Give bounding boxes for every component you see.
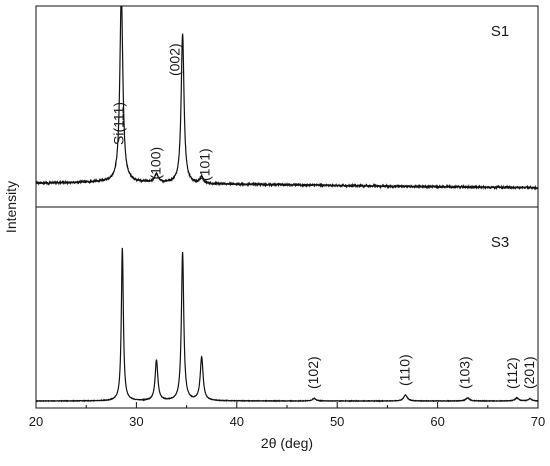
x-tick-label-60: 60 (430, 414, 444, 429)
x-tick-label-20: 20 (29, 414, 43, 429)
series-line-s3 (36, 247, 538, 403)
peak-label-s3-4: (201) (521, 356, 537, 389)
x-tick-label-40: 40 (230, 414, 244, 429)
panel-label-s3: S3 (491, 234, 509, 251)
panel-label-s1: S1 (491, 23, 509, 40)
x-axis-label: 2θ (deg) (261, 435, 313, 451)
x-tick-label-50: 50 (330, 414, 344, 429)
y-axis-label: Intensity (3, 181, 19, 233)
peak-label-s1-1: (002) (167, 43, 183, 76)
x-tick-label-30: 30 (129, 414, 143, 429)
series-line-s1 (36, 6, 538, 191)
peak-label-s1-2: (100) (147, 147, 163, 180)
peak-label-s3-3: (112) (504, 357, 520, 389)
peak-label-s1-0: Si(111) (110, 102, 126, 145)
peak-label-s3-1: (110) (396, 354, 412, 386)
x-tick-label-70: 70 (531, 414, 545, 429)
peak-label-s1-3: (101) (197, 148, 213, 181)
peak-label-s3-2: (103) (457, 356, 473, 389)
peak-label-s3-0: (102) (305, 356, 321, 389)
